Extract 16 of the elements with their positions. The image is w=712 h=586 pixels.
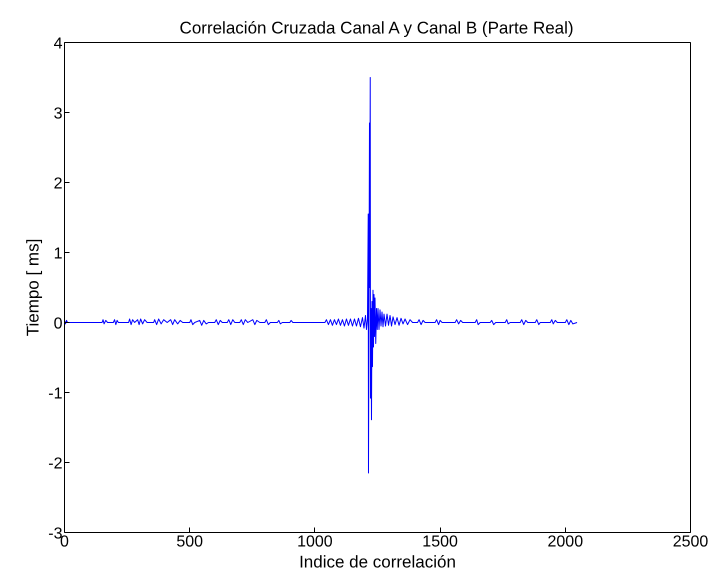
x-tick-label: 1500	[422, 534, 458, 550]
x-tick-label: 2500	[672, 534, 708, 550]
y-tick-label: 2	[54, 176, 63, 192]
x-tick-label: 2000	[548, 534, 584, 550]
line-series	[64, 77, 578, 474]
y-tick-label: 1	[54, 246, 63, 262]
y-axis-title: Tiempo [ ms]	[23, 238, 42, 336]
y-tick-label: -1	[48, 386, 63, 402]
x-tick-label: 500	[176, 534, 204, 550]
chart-title: Correlación Cruzada Canal A y Canal B (Parte Real)	[180, 18, 574, 38]
x-axis-title: Indice de correlación	[299, 552, 456, 572]
y-tick-label: 3	[54, 106, 63, 122]
y-tick-label: 4	[54, 36, 63, 52]
y-tick-label: -2	[48, 456, 63, 472]
y-tick-label: 0	[54, 316, 63, 332]
x-tick-label: 1000	[297, 534, 333, 550]
